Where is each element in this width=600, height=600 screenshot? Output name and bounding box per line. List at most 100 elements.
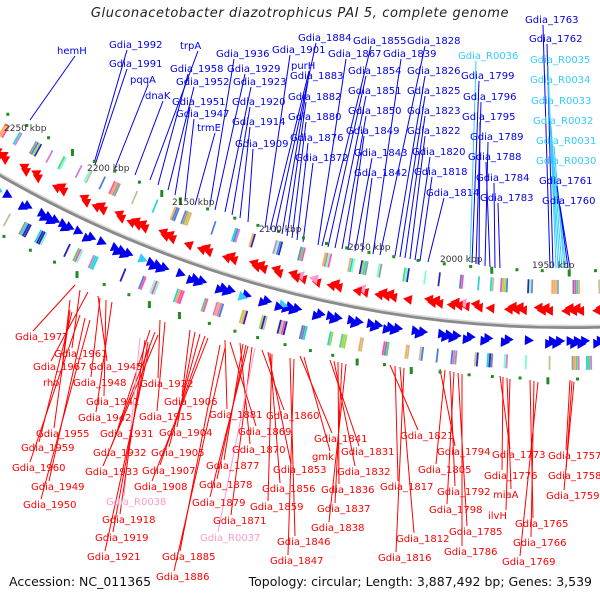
forward-gene-arrow	[45, 215, 56, 225]
function-category-block	[139, 276, 147, 291]
gene-label: Gdia_1879	[192, 498, 245, 509]
label-leader-line	[372, 58, 402, 255]
forward-gene-arrow	[137, 253, 148, 263]
gc-marker-dot	[277, 229, 281, 233]
function-category-block	[343, 334, 348, 349]
gene-label: Gdia_1788	[468, 152, 521, 163]
function-category-block	[477, 276, 481, 291]
gc-marker-dot	[345, 246, 349, 250]
function-category-block	[83, 169, 92, 183]
gene-label: Gdia_1867	[328, 49, 381, 60]
gene-label: trmE	[197, 123, 221, 134]
gc-marker-dot	[28, 248, 32, 252]
gene-label: Gdia_1839	[383, 49, 436, 60]
label-leader-line	[176, 331, 196, 428]
gc-marker-dot	[2, 234, 6, 238]
label-leader-line	[341, 115, 367, 250]
function-category-block	[555, 279, 558, 294]
function-category-block	[277, 241, 284, 256]
gene-label: Gdia_1960	[12, 463, 65, 474]
label-leader-line	[399, 366, 415, 534]
gc-marker-dot	[438, 370, 442, 374]
gene-label: Gdia_1825	[407, 86, 460, 97]
forward-gene-arrow	[325, 310, 336, 321]
label-leader-line	[550, 125, 563, 269]
label-leader-line	[379, 45, 426, 256]
function-category-block	[501, 277, 505, 293]
reverse-gene-arrow	[183, 241, 194, 251]
function-category-block	[87, 254, 95, 269]
function-category-block	[300, 247, 306, 262]
label-leader-line	[48, 317, 86, 482]
label-leader-line	[530, 380, 535, 538]
forward-gene-arrow	[72, 225, 84, 235]
function-category-block	[2, 213, 12, 227]
function-category-block	[274, 240, 280, 255]
feature-rings	[0, 112, 600, 385]
label-leader-line	[553, 165, 567, 269]
reverse-gene-arrow	[403, 294, 413, 305]
label-leader-line	[274, 42, 317, 233]
gene-label: Gdia_1817	[380, 482, 433, 493]
label-leader-line	[394, 365, 399, 482]
label-leader-line	[395, 367, 405, 553]
function-category-block	[454, 350, 458, 365]
label-leader-line	[230, 346, 253, 516]
gene-label: Gdia_1945	[89, 362, 142, 373]
gene-label: Gdia_1759	[546, 491, 599, 502]
reverse-gene-arrow	[503, 304, 514, 315]
function-category-block	[278, 320, 284, 335]
function-category-block	[171, 207, 179, 221]
label-leader-line	[269, 70, 310, 231]
map-title: Gluconacetobacter diazotrophicus PAI 5, …	[90, 6, 510, 21]
label-leader-line	[267, 353, 273, 502]
gc-marker-dot	[576, 377, 580, 381]
function-category-block	[420, 346, 425, 361]
gene-label: Gdia_1952	[176, 77, 229, 88]
label-leader-line	[173, 347, 226, 572]
gene-label: Gdia_R0038	[106, 497, 166, 508]
label-leader-line	[414, 156, 431, 261]
function-category-block	[131, 190, 139, 205]
gene-label: Gdia_1942	[78, 413, 131, 424]
label-leader-line	[247, 148, 254, 223]
gene-label: Gdia_1919	[95, 533, 148, 544]
reverse-gene-arrow	[271, 265, 281, 275]
gene-label: Gdia_1828	[407, 36, 460, 47]
function-category-block	[404, 267, 408, 282]
reverse-gene-arrow	[19, 163, 30, 173]
forward-gene-arrow	[38, 211, 50, 221]
function-category-block	[108, 180, 116, 195]
gene-label: Gdia_1870	[232, 445, 285, 456]
reverse-gene-arrow	[0, 148, 3, 153]
gene-label: Gdia_R0031	[536, 136, 596, 147]
function-category-block	[76, 249, 84, 264]
gene-label: Gdia_1784	[476, 173, 529, 184]
gene-label: Gdia_1908	[134, 482, 187, 493]
gene-label: Gdia_1991	[109, 59, 162, 70]
function-category-block	[111, 182, 120, 196]
label-leader-line	[209, 345, 249, 498]
function-category-block	[32, 142, 41, 156]
function-category-block	[329, 331, 334, 346]
label-leader-line	[404, 115, 426, 259]
label-leader-line	[303, 356, 331, 452]
label-leader-line	[94, 68, 128, 166]
label-leader-line	[469, 60, 477, 263]
gene-label: Gdia_1832	[337, 467, 390, 478]
gc-marker-dot	[467, 373, 471, 377]
function-category-block	[250, 233, 256, 248]
gene-label: Gdia_1959	[21, 443, 74, 454]
gc-marker-dot	[355, 358, 359, 366]
gene-label: hemH	[57, 46, 87, 57]
function-category-block	[551, 279, 554, 294]
gene-label: Gdia_1838	[311, 523, 364, 534]
gc-marker-dot	[207, 321, 211, 325]
function-category-block	[548, 355, 551, 370]
function-category-block	[272, 239, 278, 254]
function-category-block	[362, 260, 367, 275]
gene-label: Gdia_1880	[288, 112, 341, 123]
forward-gene-arrow	[59, 222, 70, 232]
forward-gene-arrow	[411, 325, 421, 336]
